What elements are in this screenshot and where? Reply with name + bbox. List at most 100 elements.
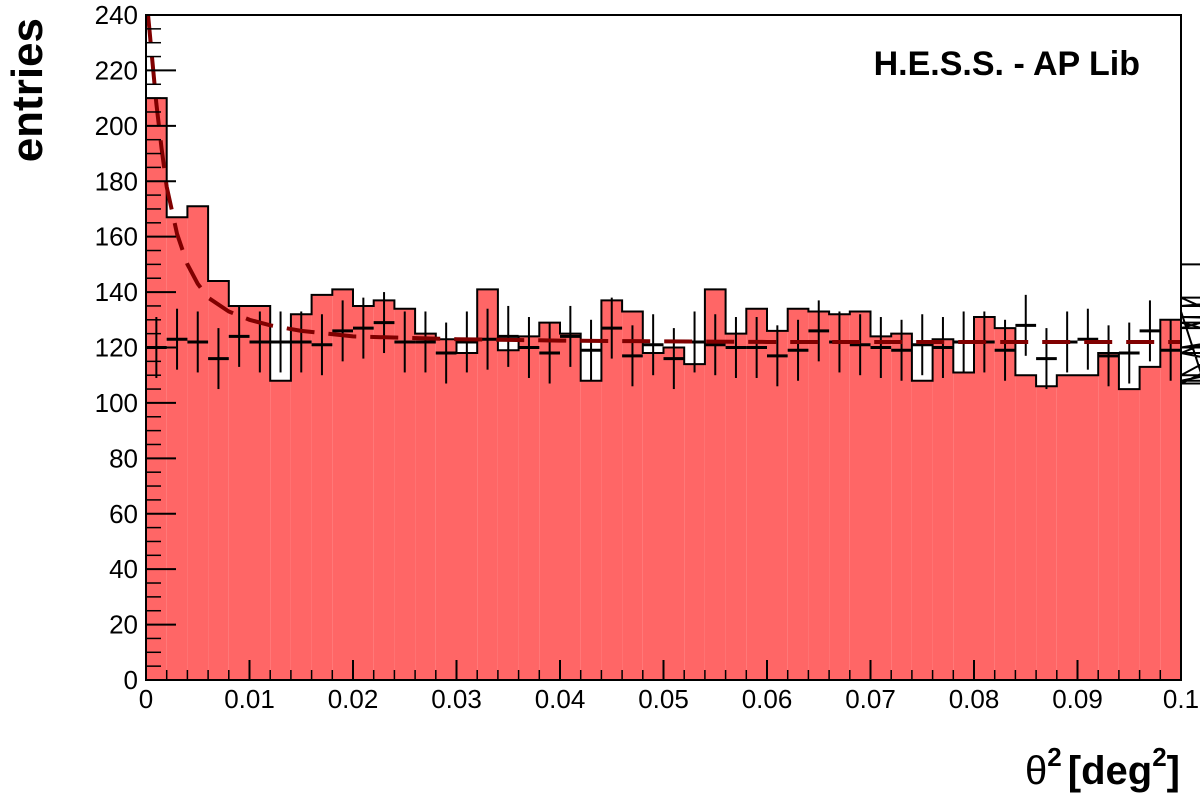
on-histogram (145, 97, 1200, 681)
histogram-bar (601, 300, 623, 680)
y-tick-label: 100 (95, 388, 138, 418)
histogram-bar (187, 206, 209, 680)
errorbar-point (767, 325, 788, 387)
errorbar-point (663, 328, 685, 390)
errorbar-point (870, 317, 892, 378)
x-tick-label: 0.05 (638, 684, 689, 714)
histogram-bar (249, 305, 271, 680)
x-axis-label-unit: [deg (1068, 749, 1152, 793)
histogram-bar (808, 311, 830, 680)
histogram-bar (1139, 366, 1161, 680)
x-axis-label-unit-sup: 2 (1152, 742, 1166, 772)
y-tick-label: 80 (109, 443, 138, 473)
y-tick-label: 120 (95, 333, 138, 363)
x-tick-label: 0.04 (535, 684, 586, 714)
histogram-bar (870, 336, 892, 680)
histogram-bar (290, 314, 312, 680)
errorbar-point (704, 314, 726, 376)
histogram-bar (953, 372, 974, 680)
histogram-bar (642, 353, 664, 680)
histogram-bar (518, 336, 540, 680)
errorbar-point (539, 322, 560, 384)
errorbar-point (1160, 319, 1181, 381)
errorbar-point (787, 319, 809, 381)
histogram-bar (497, 350, 519, 680)
histogram-outline (145, 97, 1200, 680)
x-axis-label-sup: 2 (1047, 742, 1061, 772)
y-tick-label: 0 (124, 665, 138, 695)
annotation-label: H.E.S.S. - AP Lib (874, 45, 1140, 83)
x-axis-label-theta: θ (1025, 749, 1047, 793)
errorbar-point (808, 300, 830, 362)
histogram-bar (932, 339, 954, 680)
errorbar-point (849, 314, 871, 376)
errorbar-point (166, 308, 188, 370)
histogram-bar (663, 347, 685, 680)
histogram-bar (891, 333, 912, 680)
errorbar-point (290, 311, 312, 373)
x-tick-label: 0.1 (1163, 684, 1199, 714)
y-tick-label: 60 (109, 499, 138, 529)
errorbar-point (311, 314, 333, 376)
x-tick-label: 0.07 (845, 684, 896, 714)
histogram-bar (228, 305, 250, 680)
errorbar-point (642, 314, 664, 376)
x-tick-label: 0.02 (328, 684, 379, 714)
errorbar-point (1015, 294, 1037, 356)
y-tick-label: 40 (109, 554, 138, 584)
errorbar-point (622, 325, 643, 387)
histogram-bar (311, 294, 333, 680)
histogram-bar (1056, 375, 1078, 680)
histogram-bar (539, 322, 560, 680)
errorbar-point (560, 305, 581, 367)
y-tick-label: 20 (109, 610, 138, 640)
errorbar-point (1098, 325, 1119, 387)
x-tick-label: 0.08 (949, 684, 1000, 714)
x-tick-label: 0.06 (742, 684, 793, 714)
errorbar-point (208, 328, 229, 390)
histogram-bar (746, 308, 767, 680)
histogram-bar (208, 281, 229, 680)
y-tick-label: 200 (95, 111, 138, 141)
histogram-bar (1077, 375, 1099, 680)
x-tick-label: 0.03 (431, 684, 482, 714)
errorbar-point (601, 297, 623, 359)
histogram-bar (994, 328, 1016, 680)
errorbar-point (746, 317, 767, 378)
histogram-bar (477, 289, 498, 680)
histogram-bar (332, 289, 353, 680)
y-tick-label: 140 (95, 277, 138, 307)
errorbar-point (518, 317, 540, 378)
histogram-bar (911, 380, 933, 680)
histogram-bar (353, 305, 374, 680)
histogram-bar (1098, 353, 1119, 680)
errorbar-point (394, 311, 416, 373)
y-tick-label: 240 (95, 0, 138, 30)
y-tick-label: 160 (95, 222, 138, 252)
errorbar-point (435, 322, 457, 384)
errorbar-point (187, 311, 209, 373)
errorbar-point (332, 300, 353, 362)
histogram-bar (456, 353, 478, 680)
histogram-bar (1118, 389, 1140, 680)
histogram-bar (974, 317, 995, 680)
histogram-bar (829, 314, 850, 680)
histogram-bar (373, 300, 395, 680)
histogram-bar (1036, 386, 1057, 680)
errorbar-point (415, 311, 436, 373)
errorbar-point (1077, 308, 1099, 370)
histogram-bar (580, 380, 602, 680)
histogram-bar (725, 333, 747, 680)
y-tick-label: 180 (95, 166, 138, 196)
errorbar-point (911, 314, 933, 376)
errorbar-point (1036, 328, 1057, 390)
histogram-bar (1015, 375, 1037, 680)
fit-curve (146, 14, 1181, 344)
histogram-bar (767, 330, 788, 680)
errorbar-point (994, 319, 1016, 381)
x-tick-label: 0.09 (1052, 684, 1103, 714)
histogram-bar (622, 311, 643, 680)
histogram-bar (415, 333, 436, 680)
histogram-bar (684, 364, 705, 680)
